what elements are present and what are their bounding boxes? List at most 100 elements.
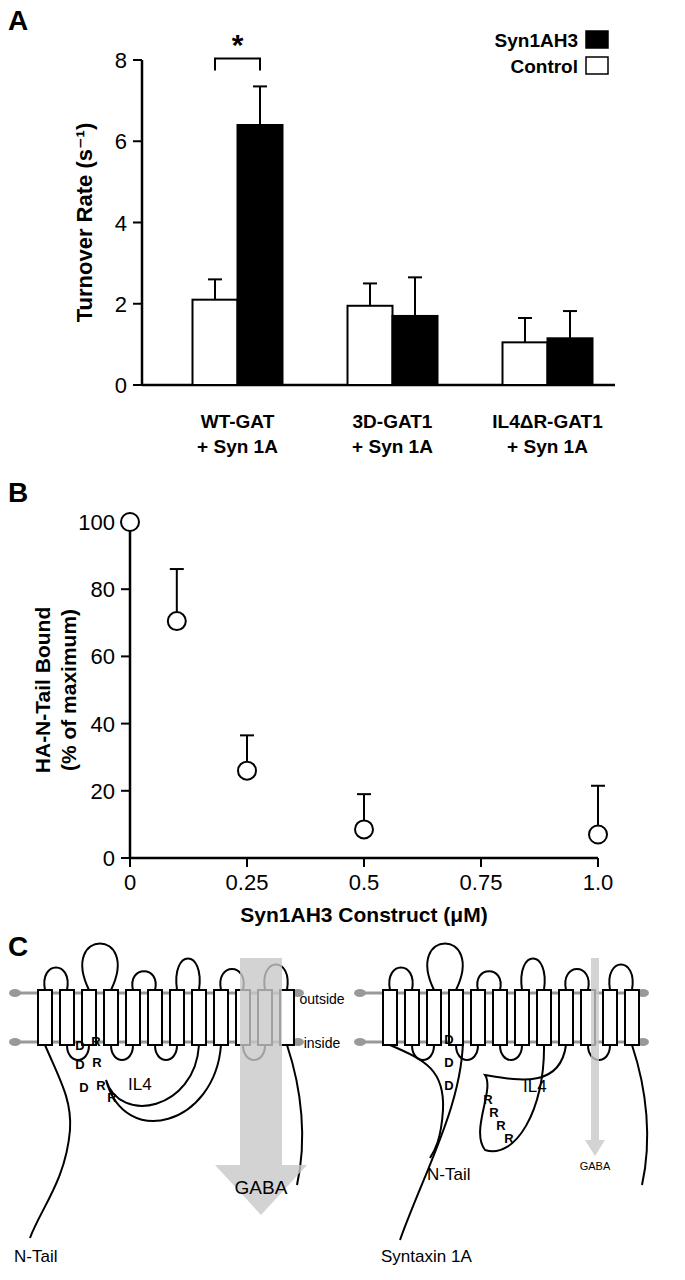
helix xyxy=(126,990,140,1045)
extracellular-loop xyxy=(389,968,412,991)
helix xyxy=(427,990,441,1045)
y-tick-label: 20 xyxy=(91,779,115,804)
x-tick-label: IL4ΔR-GAT1+ Syn 1A xyxy=(492,411,603,457)
lipid-head xyxy=(354,989,366,997)
residue: D xyxy=(75,1038,84,1053)
point xyxy=(355,820,373,838)
error-stem xyxy=(369,283,371,305)
error-bar xyxy=(408,277,422,316)
error-cap xyxy=(591,785,605,787)
c-tail xyxy=(287,1045,302,1185)
bar xyxy=(393,316,438,385)
y-tick-label: 0 xyxy=(103,846,115,871)
il4-loop xyxy=(480,1045,566,1151)
extracellular-loop xyxy=(477,971,500,990)
residue: D xyxy=(444,1055,453,1070)
c-tail xyxy=(632,1045,647,1185)
extracellular-loop xyxy=(176,959,199,991)
y-axis-label: HA-N-Tail Bound(% of maximum) xyxy=(31,607,80,773)
error-stem xyxy=(414,277,416,316)
syntaxin xyxy=(400,1032,463,1240)
extracellular-loop xyxy=(44,968,67,991)
n-tail-label: N-Tail xyxy=(427,1165,470,1184)
error-stem xyxy=(569,311,571,338)
y-tick-label: 0 xyxy=(115,373,127,398)
point xyxy=(168,612,186,630)
x-tick xyxy=(363,858,365,867)
error-cap xyxy=(563,310,577,312)
error-cap xyxy=(240,734,254,736)
y-tick xyxy=(121,723,130,725)
error-cap xyxy=(357,793,371,795)
residue: R xyxy=(92,1055,102,1070)
partner-label: Syntaxin 1A xyxy=(381,1247,472,1266)
error-stem xyxy=(259,86,261,125)
transporter: GABADRDRDRRIL4N-Tail xyxy=(9,944,307,1267)
residue: D xyxy=(444,1032,453,1047)
legend-swatch xyxy=(586,57,608,74)
legend-label: Control xyxy=(510,56,578,77)
point xyxy=(589,825,607,843)
helix xyxy=(170,990,184,1045)
y-tick-label: 40 xyxy=(91,712,115,737)
x-tick-label: WT-GAT+ Syn 1A xyxy=(197,411,278,457)
error-cap xyxy=(518,317,532,319)
y-tick-label: 4 xyxy=(115,211,127,236)
residue: D xyxy=(79,1080,88,1095)
x-tick-label: 0.25 xyxy=(226,870,269,895)
extracellular-loop xyxy=(82,944,117,991)
point xyxy=(238,762,256,780)
helix xyxy=(537,990,551,1045)
error-bar xyxy=(518,318,532,342)
helix xyxy=(38,990,52,1045)
intracellular-loop xyxy=(111,1045,133,1060)
y-tick-label: 80 xyxy=(91,577,115,602)
y-tick xyxy=(121,588,130,590)
flux-label: GABA xyxy=(235,1177,288,1198)
x-axis-label: Syn1AH3 Construct (μM) xyxy=(240,903,487,926)
helix xyxy=(104,990,118,1045)
extracellular-loop xyxy=(132,971,155,990)
error-stem xyxy=(214,279,216,299)
y-tick xyxy=(133,140,142,142)
intracellular-loop xyxy=(456,1045,478,1060)
error-bar xyxy=(563,311,577,338)
label-line: + Syn 1A xyxy=(197,436,278,457)
y-tick-label: 60 xyxy=(91,644,115,669)
error-bar xyxy=(363,283,377,305)
helix xyxy=(603,990,617,1045)
bar xyxy=(238,125,283,385)
bars xyxy=(193,86,593,385)
points xyxy=(121,513,607,843)
x-tick xyxy=(597,858,599,867)
y-tick-label: 8 xyxy=(115,48,127,73)
x-tick-label: 0 xyxy=(124,870,136,895)
helix xyxy=(60,990,74,1045)
y-tick xyxy=(133,222,142,224)
x-tick-label: 0.75 xyxy=(460,870,503,895)
n-tail-label: N-Tail xyxy=(14,1247,57,1266)
lipid-head xyxy=(9,1038,21,1046)
error-bar xyxy=(208,279,222,299)
residue: D xyxy=(75,1057,84,1072)
helix xyxy=(280,990,294,1045)
residue: D xyxy=(444,1078,453,1093)
label-line: + Syn 1A xyxy=(507,436,588,457)
panel-label: A xyxy=(8,5,28,36)
error-cap xyxy=(363,282,377,284)
panel-label: C xyxy=(8,931,28,962)
extracellular-loop xyxy=(521,959,544,991)
legend-label: Syn1AH3 xyxy=(495,30,578,51)
flux-arrow xyxy=(585,958,605,1156)
x-tick xyxy=(480,858,482,867)
error-bar xyxy=(253,86,267,125)
intracellular-loop xyxy=(155,1045,177,1060)
y-axis-label: Turnover Rate (s⁻¹) xyxy=(72,123,97,322)
y-tick-label: 6 xyxy=(115,129,127,154)
x-tick-label: 1.0 xyxy=(583,870,614,895)
label-line: + Syn 1A xyxy=(352,436,433,457)
bar xyxy=(548,338,593,385)
flux-arrow xyxy=(215,958,307,1215)
n-tail xyxy=(30,1045,70,1238)
helix xyxy=(214,990,228,1045)
